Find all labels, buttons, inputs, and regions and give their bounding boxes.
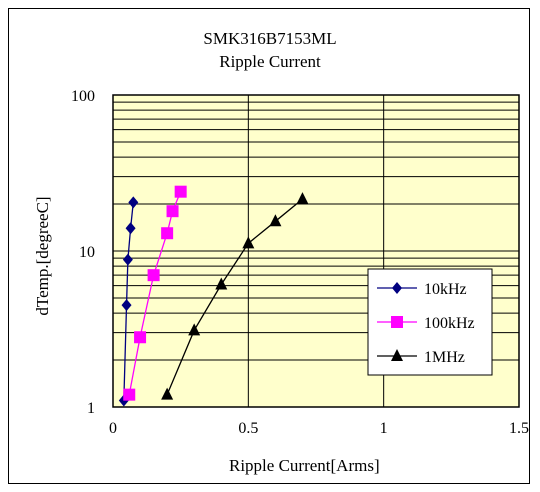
legend-marker [391, 349, 403, 361]
series-line-2 [166, 198, 303, 395]
data-point-0 [121, 299, 132, 312]
legend-marker [392, 282, 402, 294]
y-axis-title: dTemp.[degreeC] [33, 196, 52, 316]
data-point-2 [215, 277, 228, 290]
legend-label: 100kHz [424, 315, 475, 332]
legend-label: 10kHz [424, 281, 467, 298]
data-point-2 [269, 214, 282, 227]
data-point-1 [174, 185, 187, 198]
y-tick-label: 10 [79, 244, 95, 261]
plot-border [112, 94, 520, 408]
chart-subtitle: Ripple Current [219, 52, 321, 71]
data-point-2 [188, 323, 201, 336]
data-point-1 [123, 388, 136, 401]
legend-marker [391, 316, 403, 328]
data-point-2 [296, 192, 309, 205]
x-tick-label: 0.5 [238, 420, 258, 437]
legend-label: 1MHz [424, 349, 465, 366]
data-point-1 [147, 269, 160, 282]
x-tick-label: 0 [109, 420, 117, 437]
data-point-1 [134, 331, 147, 344]
data-point-2 [161, 387, 174, 400]
data-point-0 [128, 196, 139, 209]
x-tick-label: 1.5 [509, 420, 529, 437]
x-tick-label: 1 [380, 420, 388, 437]
data-point-2 [242, 236, 255, 249]
y-tick-label: 100 [71, 88, 95, 105]
data-point-0 [122, 253, 133, 266]
data-point-1 [161, 227, 174, 240]
y-tick-label: 1 [87, 400, 95, 417]
x-axis-title: Ripple Current[Arms] [229, 456, 380, 475]
chart-title: SMK316B7153ML [203, 29, 337, 48]
data-point-1 [166, 205, 179, 218]
data-point-0 [125, 222, 136, 235]
